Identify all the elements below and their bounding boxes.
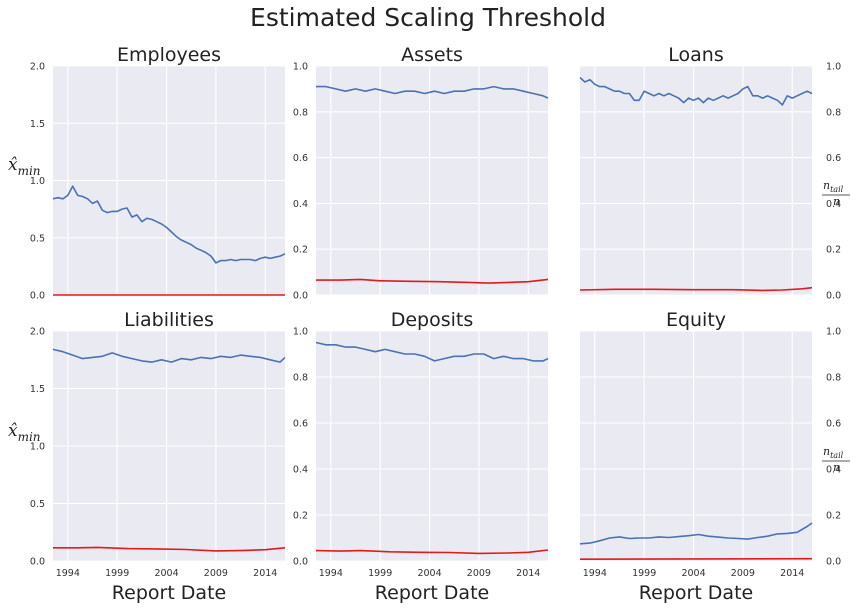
y-tick-label: 0.2 [293, 511, 308, 522]
x-tick-label: 1994 [583, 568, 607, 579]
y-tick-label: 0.4 [826, 199, 841, 210]
panels: 0.0 0.5 1.0 1.5 2.0 Employees 0.0 0.2 0.4 0.6 0.8 1… [30, 44, 841, 604]
svg-text:ntail: ntail [823, 179, 844, 194]
ntail-fraction-line [579, 286, 813, 292]
y-tick-label: 1.0 [293, 327, 308, 338]
y-tick-label: 0.4 [826, 465, 841, 476]
x-tick-label: 2004 [417, 568, 441, 579]
y-tick-label: 1.5 [30, 119, 45, 130]
x-axis-label: Report Date [112, 582, 226, 604]
panel-title: Equity [666, 309, 726, 331]
x-tick-label: 2009 [731, 568, 755, 579]
panel-employees: 0.0 0.5 1.0 1.5 2.0 Employees [30, 44, 286, 302]
xmin-series-line [52, 185, 286, 264]
left-axis-label: x̂min [8, 155, 41, 178]
x-tick-label: 2004 [154, 568, 178, 579]
x-tick-label: 2014 [516, 568, 540, 579]
x-axis-label: Report Date [639, 582, 753, 604]
panel-title: Liabilities [124, 309, 214, 331]
xmin-series-line [579, 76, 813, 106]
plot-area [580, 66, 812, 295]
svg-text:n: n [833, 461, 840, 474]
y-tick-label: 0.0 [826, 557, 841, 568]
y-tick-label: 0.8 [826, 373, 841, 384]
y-tick-label: 1.5 [30, 384, 45, 395]
x-tick-label: 2014 [780, 568, 804, 579]
y-tick-label: 0.0 [293, 291, 308, 302]
y-tick-label: 0.0 [30, 291, 45, 302]
x-tick-label: 2004 [681, 568, 705, 579]
y-tick-label: 0.5 [30, 233, 45, 244]
panel-title: Assets [401, 44, 463, 66]
panel-liabilities: 0.0 0.5 1.0 1.5 2.0 1994 1999 2004 2009 2014 Liabi… [30, 309, 286, 604]
y-tick-label: 0.0 [293, 557, 308, 568]
y-tick-label: 2.0 [30, 62, 45, 73]
y-tick-label: 0.6 [826, 419, 841, 430]
x-tick-label: 1999 [368, 568, 392, 579]
ntail-fraction-line [316, 278, 549, 284]
x-tick-label: 2009 [204, 568, 228, 579]
plot-area [316, 66, 548, 295]
y-tick-label: 2.0 [30, 327, 45, 338]
y-tick-label: 0.8 [293, 107, 308, 118]
panel-loans: 0.0 0.2 0.4 0.6 0.8 1.0 Loans [579, 44, 841, 302]
x-tick-label: 2014 [253, 568, 277, 579]
panel-title: Loans [668, 44, 723, 66]
y-tick-label: 0.6 [293, 419, 308, 430]
y-tick-label: 0.8 [293, 373, 308, 384]
x-tick-label: 1999 [105, 568, 129, 579]
y-tick-label: 0.0 [826, 291, 841, 302]
x-tick-label: 2009 [467, 568, 491, 579]
y-tick-label: 0.2 [826, 245, 841, 256]
left-axis-label: x̂min [8, 421, 41, 444]
y-tick-label: 0.0 [30, 557, 45, 568]
y-tick-label: 0.4 [293, 199, 308, 210]
x-tick-label: 1999 [632, 568, 656, 579]
ntail-fraction-line [579, 557, 813, 561]
y-tick-label: 0.8 [826, 107, 841, 118]
panel-equity: 0.0 0.2 0.4 0.6 0.8 1.0 1994 1999 2004 2009 2014 Eq… [579, 309, 841, 604]
xmin-series-line [579, 522, 813, 545]
ntail-fraction-line [315, 549, 549, 555]
y-tick-label: 1.0 [30, 176, 45, 187]
y-tick-label: 0.6 [826, 153, 841, 164]
plot-area [316, 331, 548, 561]
y-tick-label: 0.4 [293, 465, 308, 476]
x-tick-label: 1994 [319, 568, 343, 579]
xmin-series-line [315, 341, 549, 362]
x-axis-label: Report Date [375, 582, 489, 604]
svg-text:ntail: ntail [823, 445, 844, 460]
panel-title: Deposits [391, 309, 474, 331]
y-tick-label: 0.2 [293, 245, 308, 256]
y-tick-label: 0.6 [293, 153, 308, 164]
y-tick-label: 0.5 [30, 499, 45, 510]
panel-deposits: 0.0 0.2 0.4 0.6 0.8 1.0 1994 1999 2004 2009 2014 De… [293, 309, 549, 604]
y-tick-label: 1.0 [826, 62, 841, 73]
plot-area [580, 331, 812, 561]
ntail-fraction-line [53, 546, 286, 552]
y-tick-label: 0.2 [826, 511, 841, 522]
xmin-series-line [316, 85, 549, 99]
y-tick-label: 1.0 [826, 327, 841, 338]
figure-title: Estimated Scaling Threshold [250, 3, 606, 32]
panel-assets: 0.0 0.2 0.4 0.6 0.8 1.0 Assets [293, 44, 549, 302]
x-tick-label: 1994 [56, 568, 80, 579]
svg-text:n: n [833, 195, 840, 208]
y-tick-label: 1.0 [30, 442, 45, 453]
xmin-series-line [52, 348, 286, 363]
y-tick-label: 1.0 [293, 62, 308, 73]
panel-title: Employees [117, 44, 221, 66]
